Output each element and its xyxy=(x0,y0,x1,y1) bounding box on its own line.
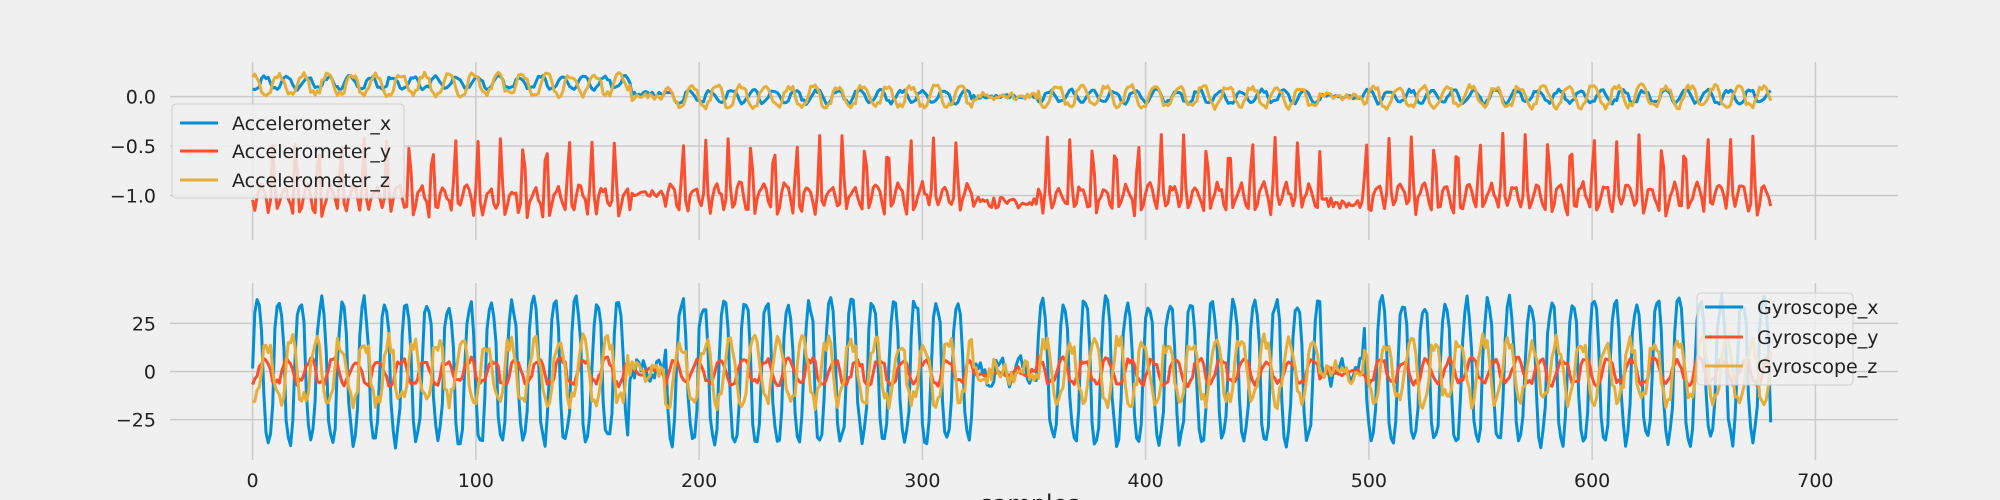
accelerometer-legend-box xyxy=(171,103,405,199)
accelerometer-legend: Accelerometer_x Accelerometer_y Accelero… xyxy=(171,103,405,199)
gyroscope-plot: 25 0 −25 Gyroscope_x Gyroscope_y Gyroscope… xyxy=(116,283,1898,492)
legend-label-accelerometer-x: Accelerometer_x xyxy=(232,113,391,135)
y-tick-label: −25 xyxy=(116,410,156,432)
x-tick-label-0: 0 xyxy=(247,470,259,492)
accelerometer-y-ticks: 0.0 −0.5 −1.0 xyxy=(110,87,156,208)
x-tick-label-700: 700 xyxy=(1797,470,1833,492)
accelerometer-plot: 0.0 −0.5 −1.0 Accelerometer_x Acceleromete… xyxy=(110,62,1898,240)
legend-label-gyroscope-z: Gyroscope_z xyxy=(1757,356,1877,378)
y-tick-label: −0.5 xyxy=(110,136,156,158)
legend-label-accelerometer-y: Accelerometer_y xyxy=(232,141,391,163)
legend-label-gyroscope-x: Gyroscope_x xyxy=(1757,297,1878,319)
x-axis-ticks: 0 100 200 300 400 500 600 700 xyxy=(247,470,1834,492)
gyroscope-y-ticks: 25 0 −25 xyxy=(116,313,156,431)
legend-label-gyroscope-y: Gyroscope_y xyxy=(1757,327,1878,349)
series-line-accelerometer-z xyxy=(251,70,1773,111)
gyroscope-lines xyxy=(251,293,1773,450)
gyroscope-legend-box xyxy=(1696,292,1854,386)
y-tick-label: −1.0 xyxy=(110,186,156,208)
gyroscope-legend: Gyroscope_x Gyroscope_y Gyroscope_z xyxy=(1696,292,1878,386)
x-tick-label-300: 300 xyxy=(904,470,940,492)
accelerometer-lines xyxy=(251,70,1773,220)
x-tick-label-100: 100 xyxy=(458,470,494,492)
x-axis-label: samples xyxy=(980,490,1080,500)
series-line-gyroscope-z xyxy=(252,331,1773,412)
y-tick-label: 25 xyxy=(132,313,156,335)
y-tick-label: 0 xyxy=(144,362,156,384)
series-line-accelerometer-y xyxy=(251,131,1773,220)
x-tick-label-600: 600 xyxy=(1574,470,1610,492)
x-tick-label-400: 400 xyxy=(1127,470,1163,492)
legend-label-accelerometer-z: Accelerometer_z xyxy=(232,170,390,192)
y-tick-label: 0.0 xyxy=(126,87,156,109)
x-tick-label-500: 500 xyxy=(1351,470,1387,492)
x-tick-label-200: 200 xyxy=(681,470,717,492)
